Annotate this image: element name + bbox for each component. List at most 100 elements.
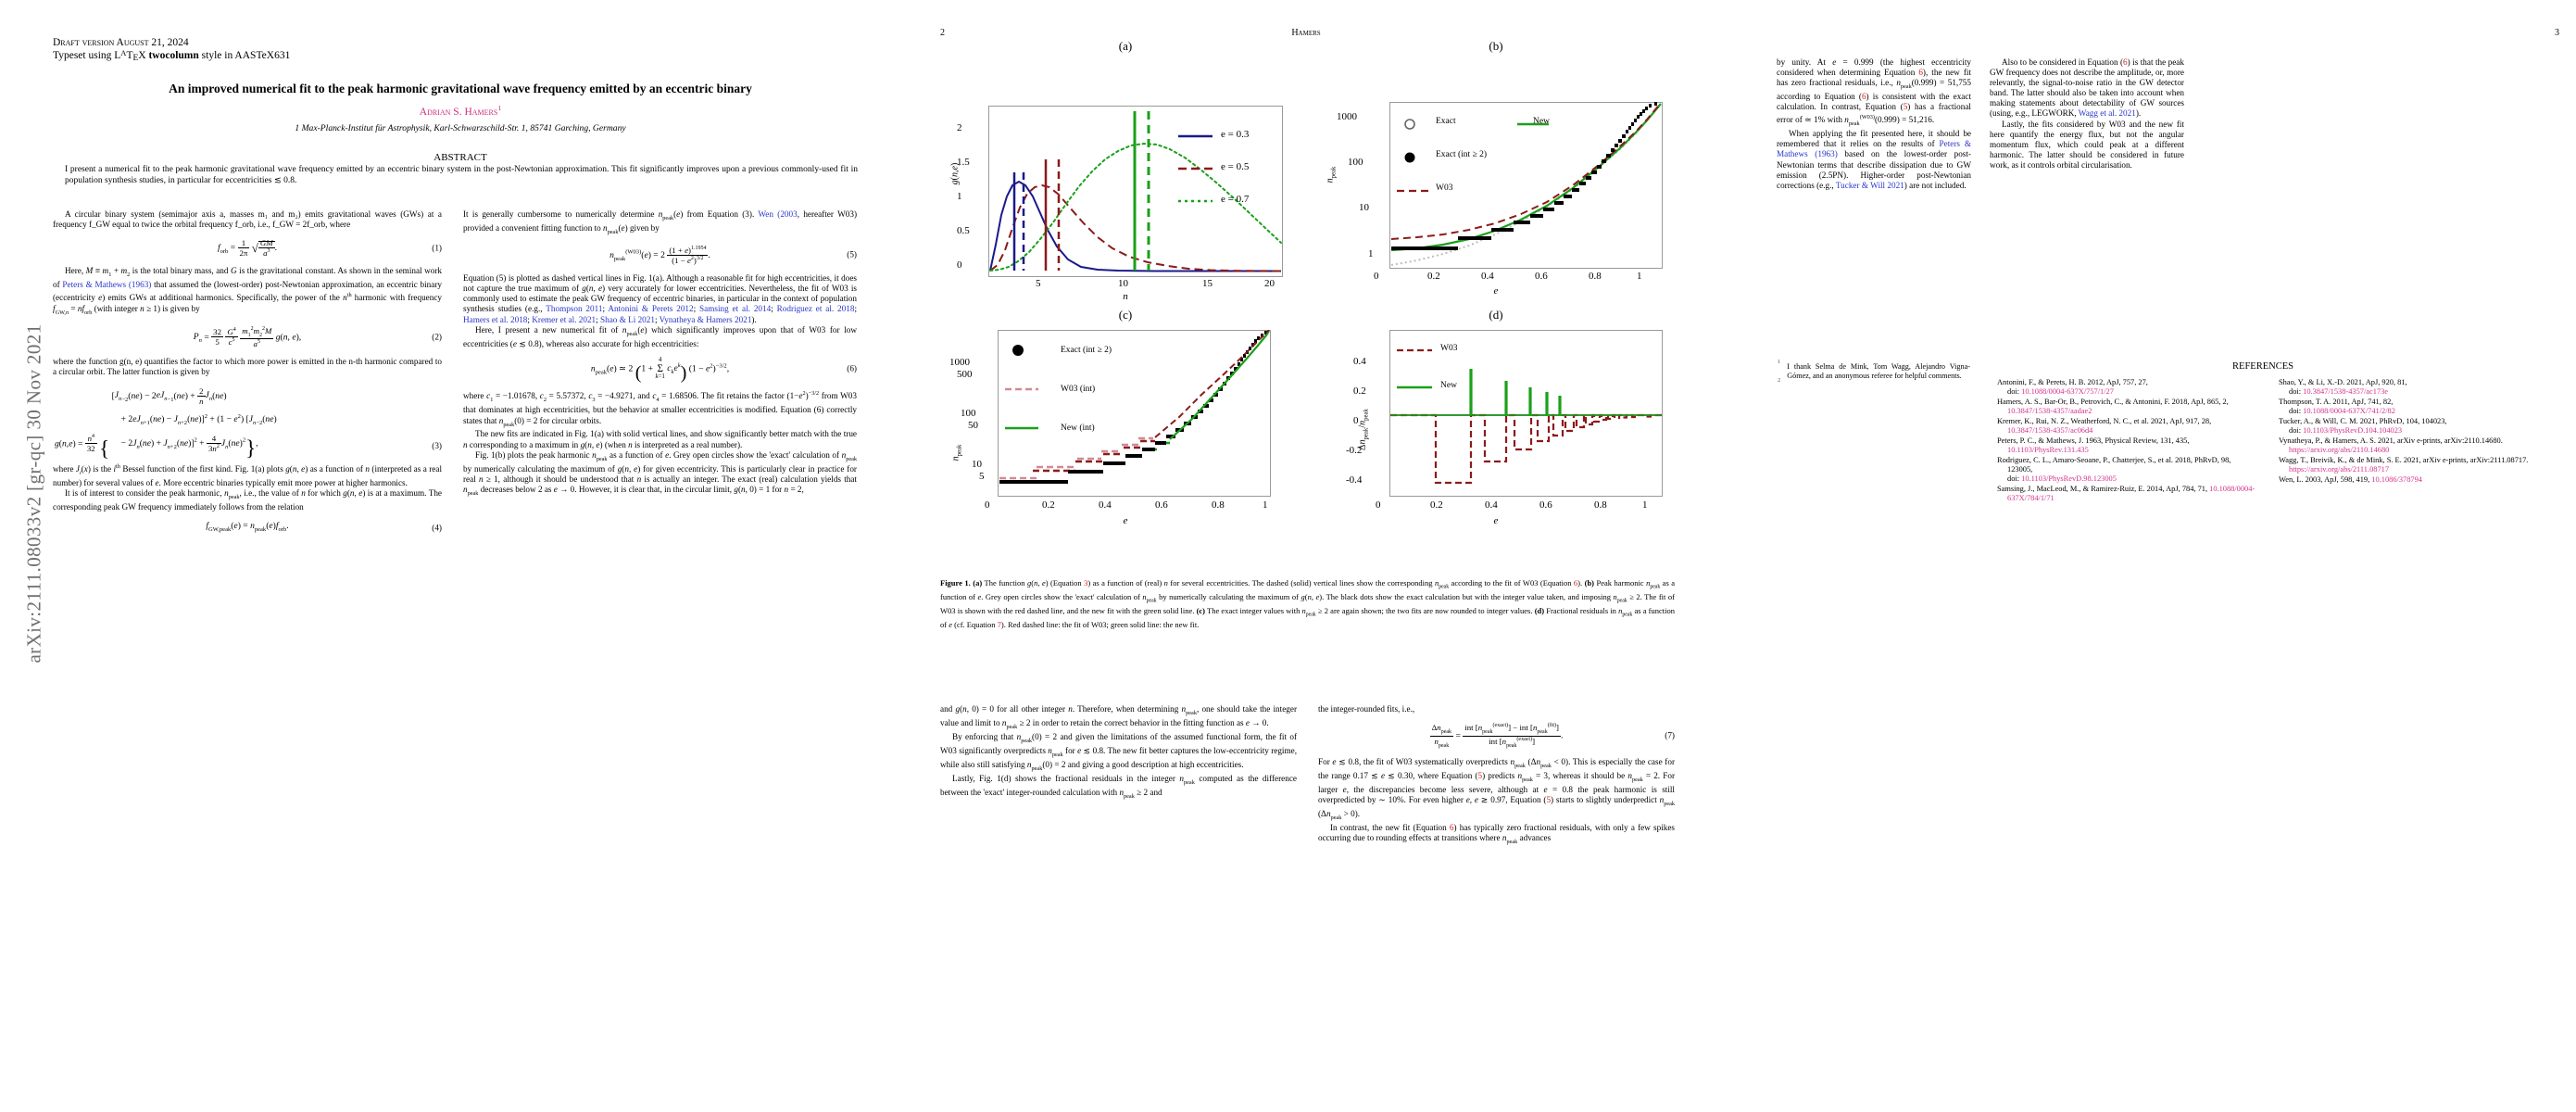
panel-d-xlabel: e (1493, 515, 1499, 526)
doi-link[interactable]: 10.1088/0004-637X/741/2/82 (2303, 407, 2395, 416)
equation-number: (2) (432, 332, 442, 342)
doi-link[interactable]: https://arxiv.org/abs/2111.08717 (2289, 464, 2390, 474)
equation-number: (3) (432, 441, 442, 451)
doi-link[interactable]: 10.1088/0004-637X/784/1/71 (2007, 484, 2256, 502)
figure-caption: Figure 1. (a) The function g(n, e) (Equa… (940, 578, 1676, 629)
figure-1: (a) g(n,e) 2 1.5 1 0.5 0 5 10 15 20 (940, 39, 1681, 576)
panel-c-ytick: 50 (968, 420, 978, 431)
panel-d-ytick: 0.4 (1353, 356, 1366, 367)
panel-c-ytick: 100 (961, 408, 976, 419)
panel-c-legend-item: New (int) (1061, 423, 1095, 433)
page2-column-1: and g(n, 0) = 0 for all other integer n.… (940, 704, 1297, 801)
author-name: Adrian S. Hamers1 (419, 104, 502, 118)
panel-a-ytick: 1.5 (957, 157, 970, 168)
panel-d-ytick: 0.2 (1353, 385, 1366, 397)
equation-1: forb = 1 2π √ GM a3. (1) (217, 238, 442, 259)
paragraph: Also to be considered in Equation (6) is… (1990, 57, 2184, 119)
panel-a: (a) g(n,e) 2 1.5 1 0.5 0 5 10 15 20 (940, 39, 1311, 302)
paragraph: By enforcing that npeak(0) = 2 and given… (940, 731, 1297, 772)
panel-b-xtick: 0.8 (1589, 271, 1602, 282)
panel-a-ytick: 0 (957, 259, 962, 271)
doi-link[interactable]: https://arxiv.org/abs/2110.14680 (2289, 445, 2390, 454)
panel-c-legend-item: Exact (int ≥ 2) (1061, 346, 1112, 355)
page-2: 2 Hamers (a) g(n,e) 2 1.5 1 0.5 0 5 10 1… (926, 0, 1760, 1112)
doi-link[interactable]: 10.1088/0004-637X/757/1/27 (2021, 387, 2114, 397)
panel-a-xtick: 5 (1036, 278, 1041, 289)
panel-d-ytick: -0.2 (1346, 445, 1363, 456)
panel-d: (d) Δnpeak/npeak 0.4 0.2 0 -0.2 -0.4 0 0… (1311, 308, 1681, 576)
acknowledgement-text: I thank Selma de Mink, Tom Wagg, Alejand… (1787, 362, 1970, 380)
panel-c-xtick: 0.4 (1099, 499, 1112, 511)
equation-number: (7) (1665, 730, 1675, 740)
paragraph: The new fits are indicated in Fig. 1(a) … (463, 429, 857, 449)
doi-link[interactable]: 10.3847/1538-4357/ac06d4 (2007, 426, 2093, 436)
panel-c-ytick: 1000 (949, 357, 970, 368)
panel-d-legend-item: W03 (1440, 344, 1458, 353)
draft-version-block: Draft version August 21, 2024 Typeset us… (53, 37, 290, 63)
panel-b-legend-item: New (1533, 117, 1550, 126)
paragraph: where Ji(x) is the ith Bessel function o… (53, 463, 442, 488)
doi-link[interactable]: 10.1103/PhysRev.131.435 (2007, 445, 2089, 454)
reference-item: Rodriguez, C. L., Amaro-Seoane, P., Chat… (1997, 455, 2231, 484)
panel-c-xtick: 0.8 (1212, 499, 1225, 511)
panel-d-ytick: 0 (1353, 415, 1359, 426)
panel-a-xlabel: n (1123, 291, 1128, 302)
panel-b-ylabel: npeak (1325, 166, 1338, 183)
doi-link[interactable]: 10.3847/1538-4357/aadae2 (2007, 407, 2092, 416)
page-number: 2 (940, 28, 945, 38)
equation-number: (4) (432, 523, 442, 533)
panel-d-xtick: 0.6 (1539, 499, 1552, 511)
references-column-1: Antonini, F., & Perets, H. B. 2012, ApJ,… (1997, 378, 2256, 504)
paragraph: Here, M ≡ m1 + m2 is the total binary ma… (53, 266, 443, 316)
running-head: Hamers (1291, 28, 1321, 38)
page1-column-2: It is generally cumbersome to numericall… (463, 209, 857, 499)
panel-d-ytick: -0.4 (1346, 474, 1363, 486)
arxiv-stamp: arXiv:2111.08033v2 [gr-qc] 30 Nov 2021 (22, 323, 45, 663)
panel-c-xtick: 1 (1263, 499, 1268, 511)
reference-item: Kremer, K., Rui, N. Z., Weatherford, N. … (1997, 416, 2212, 436)
panel-c-ylabel: npeak (950, 444, 963, 461)
panel-d-plot (1389, 330, 1663, 497)
panel-a-ytick: 1 (957, 191, 962, 202)
doi-link[interactable]: 10.1103/PhysRevD.98.123005 (2021, 474, 2117, 484)
panel-b-ytick: 10 (1359, 202, 1369, 213)
equation-number: (6) (847, 363, 857, 373)
panel-c-xtick: 0.6 (1155, 499, 1168, 511)
panel-b-xtick: 1 (1637, 271, 1642, 282)
panel-d-legend-item: New (1440, 381, 1457, 390)
page-number: 3 (2555, 28, 2559, 38)
doi-link[interactable]: 10.1086/378794 (2371, 474, 2422, 484)
panel-c-label: (c) (1118, 308, 1133, 322)
equation-3: g(n,e) = n4 32 { [Jn−2(ne) − 2eJn−1(ne) +… (55, 385, 442, 461)
paragraph: In contrast, the new fit (Equation 6) ha… (1318, 823, 1676, 846)
panel-b-xtick: 0 (1374, 271, 1379, 282)
doi-link[interactable]: 10.3847/1538-4357/ac173e (2303, 387, 2389, 397)
panel-a-label: (a) (1118, 39, 1133, 53)
page-1: arXiv:2111.08033v2 [gr-qc] 30 Nov 2021 D… (0, 0, 926, 1112)
abstract-heading: ABSTRACT (434, 152, 487, 163)
paragraph: where the function g(n, e) quantifies th… (53, 357, 442, 377)
references-heading: REFERENCES (2232, 361, 2293, 372)
page-3: 3 by unity. At e = 0.999 (the highest ec… (1760, 0, 2576, 1112)
paragraph: Here, I present a new numerical fit of n… (463, 324, 857, 348)
doi-link[interactable]: 10.1103/PhysRevD.104.104023 (2303, 426, 2403, 436)
reference-item: Shao, Y., & Li, X.-D. 2021, ApJ, 920, 81… (2279, 378, 2407, 397)
equation-2: Pn = 32 5 G4 c5 m12m22M a5 g(n, e), (2) (193, 325, 442, 349)
paragraph: Equation (5) is plotted as dashed vertic… (463, 273, 857, 324)
page1-column-1: A circular binary system (semimajor axis… (53, 209, 442, 543)
panel-c-ytick: 10 (972, 459, 982, 470)
paragraph: by unity. At e = 0.999 (the highest ecce… (1777, 57, 1971, 128)
panel-b-xtick: 0.4 (1481, 271, 1494, 282)
reference-item: Antonini, F., & Perets, H. B. 2012, ApJ,… (1997, 378, 2148, 397)
panel-c: (c) npeak 1000 500 100 50 10 5 0 0.2 0.4… (940, 308, 1311, 576)
equation-5: npeak(W03)(e) = 2 (1 + e)1.1954 (1 − e2)3… (609, 245, 857, 265)
paragraph: When applying the fit presented here, it… (1777, 129, 1971, 190)
reference-item: Hamers, A. S., Bar-Or, B., Petrovich, C.… (1997, 397, 2229, 416)
paragraph: It is generally cumbersome to numericall… (463, 209, 857, 235)
panel-a-xtick: 20 (1264, 278, 1275, 289)
panel-a-ytick: 2 (957, 122, 962, 133)
panel-a-xtick: 10 (1118, 278, 1128, 289)
abstract-text: I present a numerical fit to the peak ha… (65, 165, 858, 185)
typeset-line: Typeset using LATEX twocolumn style in A… (53, 47, 291, 63)
reference-item: Wagg, T., Breivik, K., & de Mink, S. E. … (2279, 455, 2529, 474)
